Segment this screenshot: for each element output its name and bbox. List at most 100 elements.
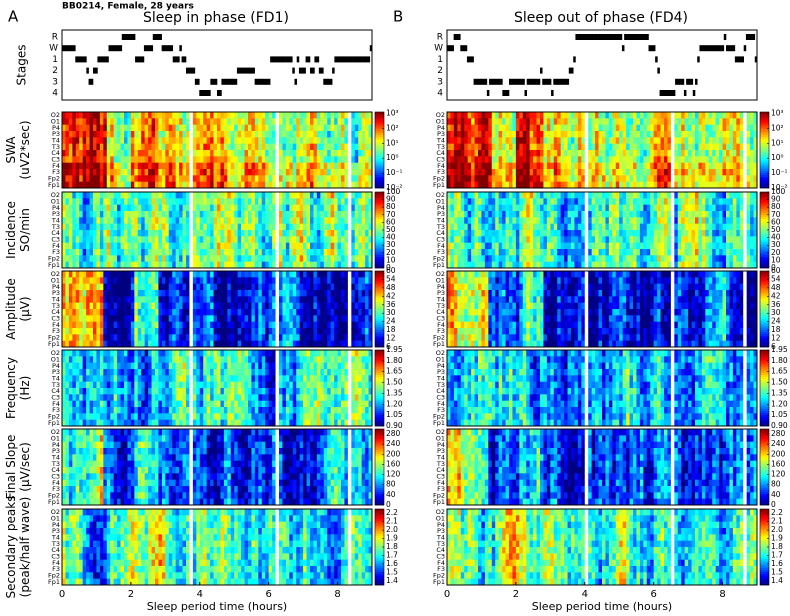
heatmap-cell xyxy=(220,249,225,256)
heatmap-cell xyxy=(144,211,149,218)
heatmap-cell xyxy=(155,302,159,310)
heatmap-cell xyxy=(165,400,170,408)
heatmap-cell xyxy=(62,261,66,269)
heatmap-cell xyxy=(203,198,208,206)
heatmap-cell xyxy=(199,230,204,237)
heatmap-cell xyxy=(234,413,239,421)
heatmap-cell xyxy=(179,375,183,383)
heatmap-cell xyxy=(289,223,294,231)
heatmap-cell xyxy=(65,271,70,278)
heatmap-cell xyxy=(296,334,301,342)
heatmap-cell xyxy=(110,400,115,408)
heatmap-cell xyxy=(103,315,108,323)
heatmap-cell xyxy=(217,150,221,157)
heatmap-cell xyxy=(254,169,259,176)
heatmap-cell xyxy=(161,181,166,189)
heatmap-cell xyxy=(268,321,273,329)
heatmap-cell xyxy=(189,249,194,256)
heatmap-cell xyxy=(223,388,228,395)
heatmap-cell xyxy=(72,124,77,132)
heatmap-cell xyxy=(230,143,235,151)
heatmap-cell xyxy=(248,419,252,427)
heatmap-cell xyxy=(361,143,366,151)
heatmap-cell xyxy=(341,223,345,231)
colorbar-step xyxy=(375,401,384,404)
heatmap-cell xyxy=(120,283,125,291)
heatmap-cell xyxy=(334,315,338,323)
heatmap-cell xyxy=(272,169,276,176)
heatmap-cell xyxy=(365,356,369,364)
heatmap-cell xyxy=(230,236,235,244)
heatmap-cell xyxy=(113,277,118,285)
heatmap-cell xyxy=(103,400,108,408)
heatmap-cell xyxy=(213,198,218,206)
heatmap-cell xyxy=(320,356,325,364)
colorbar-step xyxy=(375,290,384,293)
hypnogram-step xyxy=(181,56,185,63)
heatmap-cell xyxy=(137,223,142,231)
colorbar-tick-label: 18 xyxy=(386,325,396,334)
heatmap-cell xyxy=(144,321,149,329)
heatmap-cell xyxy=(124,321,128,329)
heatmap-cell xyxy=(161,302,166,310)
heatmap-cell xyxy=(354,181,359,189)
heatmap-cell xyxy=(313,150,318,157)
heatmap-cell xyxy=(103,249,108,256)
heatmap-cell xyxy=(196,290,201,297)
heatmap-cell xyxy=(244,321,249,329)
hypnogram-step xyxy=(104,56,107,63)
heatmap-cell xyxy=(175,340,180,348)
heatmap-cell xyxy=(113,492,118,500)
colorbar-step xyxy=(375,228,384,231)
colorbar-step xyxy=(375,307,384,310)
heatmap-cell xyxy=(165,150,170,157)
heatmap-cell xyxy=(241,362,245,370)
heatmap-cell xyxy=(299,394,304,402)
heatmap-cell xyxy=(79,283,84,291)
heatmap-cell xyxy=(213,223,218,231)
heatmap-cell xyxy=(292,198,297,206)
heatmap-cell xyxy=(117,498,121,506)
heatmap-cell xyxy=(227,340,232,348)
heatmap-cell xyxy=(65,413,70,421)
heatmap-cell xyxy=(106,192,111,199)
heatmap-cell xyxy=(137,255,142,263)
heatmap-cell xyxy=(158,249,163,256)
heatmap-cell xyxy=(272,204,276,212)
heatmap-cell xyxy=(158,175,163,183)
heatmap-cell xyxy=(110,454,115,462)
heatmap-cell xyxy=(258,413,263,421)
heatmap-cell xyxy=(161,419,166,427)
colorbar-step xyxy=(375,144,384,147)
heatmap-cell xyxy=(344,369,349,376)
heatmap-cell xyxy=(223,150,228,157)
heatmap-cell xyxy=(341,124,345,132)
heatmap-cell xyxy=(213,217,218,225)
heatmap-cell xyxy=(220,169,225,176)
heatmap-cell xyxy=(62,223,66,231)
heatmap-cell xyxy=(106,492,111,500)
colorbar-step xyxy=(375,318,384,321)
heatmap-cell xyxy=(203,169,208,176)
heatmap-cell xyxy=(182,181,187,189)
heatmap-cell xyxy=(265,334,270,342)
hypnogram-step xyxy=(358,56,362,63)
heatmap-cell xyxy=(203,290,208,297)
heatmap-cell xyxy=(75,143,80,151)
heatmap-cell xyxy=(113,429,118,436)
heatmap-cell xyxy=(237,242,242,250)
heatmap-cell xyxy=(272,112,276,119)
heatmap-cell xyxy=(117,473,121,481)
heatmap-cell xyxy=(82,356,87,364)
heatmap-cell xyxy=(275,400,280,408)
heatmap-cell xyxy=(282,388,287,395)
heatmap-cell xyxy=(344,230,349,237)
heatmap-cell xyxy=(79,296,84,304)
heatmap-cell xyxy=(103,473,108,481)
heatmap-cell xyxy=(279,198,283,206)
heatmap-cell xyxy=(168,419,173,427)
heatmap-cell xyxy=(130,271,135,278)
hypnogram-step xyxy=(117,45,120,52)
heatmap-cell xyxy=(210,118,214,126)
heatmap-cell xyxy=(337,334,342,342)
